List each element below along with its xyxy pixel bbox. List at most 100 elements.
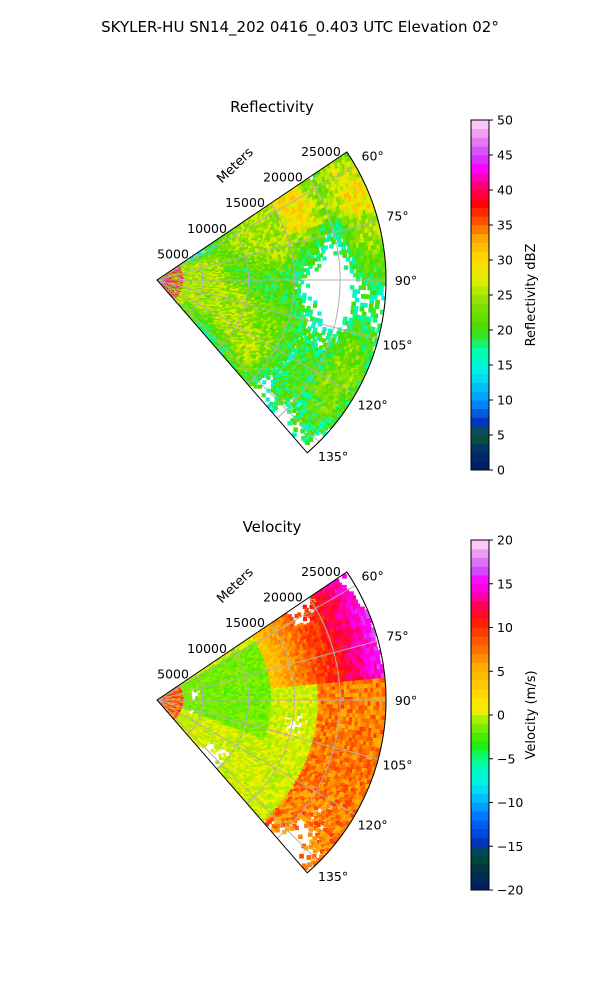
azimuth-gridline [156, 699, 379, 760]
colorbar-segment [471, 391, 489, 401]
azimuth-tick-label: 90° [395, 693, 417, 708]
range-tick-label: 5000 [157, 666, 189, 681]
range-ring [276, 597, 341, 839]
colorbar-segment [471, 557, 489, 567]
colorbar-segment [471, 566, 489, 576]
range-tick-label: 25000 [301, 144, 341, 159]
colorbar-segment [471, 575, 489, 585]
colorbar-segment [471, 146, 489, 156]
colorbar-segment [471, 785, 489, 795]
panels: Reflectivity 5000 10000 15000 20000 25000 60° 7… [156, 98, 539, 898]
colorbar-tick-label: 30 [497, 253, 513, 268]
colorbar-segment [471, 443, 489, 453]
colorbar-segment [471, 225, 489, 235]
colorbar-segment [471, 400, 489, 410]
colorbar-segment [471, 181, 489, 191]
colorbar-segment [471, 750, 489, 760]
colorbar-segment [471, 715, 489, 725]
colorbar-tick-label: 10 [497, 620, 513, 635]
range-ring [186, 254, 204, 315]
colorbar-segment [471, 601, 489, 611]
colorbar-segment [471, 155, 489, 165]
colorbar-segment [471, 618, 489, 628]
azimuth-gridline [156, 699, 320, 863]
colorbar-segment [471, 697, 489, 707]
range-tick-label: 15000 [225, 195, 265, 210]
colorbar-segment [471, 295, 489, 305]
colorbar-segment [471, 207, 489, 217]
azimuth-gridline [156, 165, 356, 281]
colorbar-segment [471, 758, 489, 768]
colorbar-tick-label: 10 [497, 393, 513, 408]
colorbar-segment [471, 251, 489, 261]
colorbar-segment [471, 452, 489, 462]
colorbar-segment [471, 338, 489, 348]
colorbar-tick-label: −20 [497, 883, 523, 898]
azimuth-tick-label: 120° [358, 818, 388, 833]
colorbar-tick-label: 5 [497, 428, 505, 443]
colorbar-segment [471, 688, 489, 698]
colorbar-segment [471, 741, 489, 751]
reflectivity-title: Reflectivity [230, 98, 314, 116]
colorbar-segment [471, 837, 489, 847]
azimuth-tick-label: 135° [318, 449, 348, 464]
colorbar-tick-label: −5 [497, 751, 515, 766]
colorbar-segment [471, 662, 489, 672]
colorbar-segment [471, 846, 489, 856]
colorbar-segment [471, 802, 489, 812]
colorbar-tick-label: 20 [497, 323, 513, 338]
colorbar-segment [471, 863, 489, 873]
colorbar-segment [471, 198, 489, 208]
colorbar-segment [471, 435, 489, 445]
colorbar-segment [471, 592, 489, 602]
range-tick-label: 20000 [263, 170, 303, 185]
velocity-echo-field [157, 573, 386, 871]
range-tick-label: 25000 [301, 564, 341, 579]
colorbar-segment [471, 190, 489, 200]
colorbar-segment [471, 408, 489, 418]
colorbar-segment [471, 242, 489, 252]
azimuth-gridline [156, 279, 356, 395]
azimuth-tick-label: 60° [362, 569, 384, 584]
range-ring [186, 674, 204, 735]
colorbar-segment [471, 260, 489, 270]
colorbar-tick-label: −15 [497, 839, 523, 854]
range-ring [246, 622, 295, 805]
colorbar-segment [471, 382, 489, 392]
colorbar-segment [471, 855, 489, 865]
velocity-title: Velocity [243, 518, 302, 536]
colorbar-segment [471, 767, 489, 777]
colorbar-segment [471, 540, 489, 550]
azimuth-gridline [156, 640, 379, 701]
colorbar-tick-label: −10 [497, 795, 523, 810]
colorbar-segment [471, 636, 489, 646]
range-ring [216, 648, 250, 770]
colorbar-segment [471, 723, 489, 733]
colorbar-segment [471, 128, 489, 138]
azimuth-gridline [156, 279, 379, 340]
azimuth-gridline [156, 279, 320, 443]
range-tick-label: 10000 [187, 641, 227, 656]
colorbar-tick-label: 25 [497, 288, 513, 303]
colorbar-segment [471, 312, 489, 322]
colorbar-segment [471, 776, 489, 786]
colorbar-segment [471, 872, 489, 882]
range-axis-label: Meters [214, 145, 257, 187]
colorbar-label: Reflectivity dBZ [524, 244, 539, 347]
sector-frame [156, 151, 387, 454]
reflectivity-panel: Reflectivity 5000 10000 15000 20000 25000 60° 7… [156, 98, 539, 478]
colorbar-segment [471, 610, 489, 620]
azimuth-gridline [156, 220, 379, 281]
range-tick-label: 5000 [157, 246, 189, 261]
velocity-panel: Velocity 5000 10000 15000 20000 25000 60° 75° 90… [156, 518, 539, 898]
colorbar-segment [471, 137, 489, 147]
colorbar-tick-label: 35 [497, 218, 513, 233]
azimuth-tick-label: 60° [362, 149, 384, 164]
colorbar-segment [471, 426, 489, 436]
azimuth-tick-label: 75° [386, 209, 408, 224]
colorbar-tick-label: 0 [497, 463, 505, 478]
colorbar-segment [471, 583, 489, 593]
colorbar-label: Velocity (m/s) [524, 670, 539, 759]
colorbar-segment [471, 365, 489, 375]
